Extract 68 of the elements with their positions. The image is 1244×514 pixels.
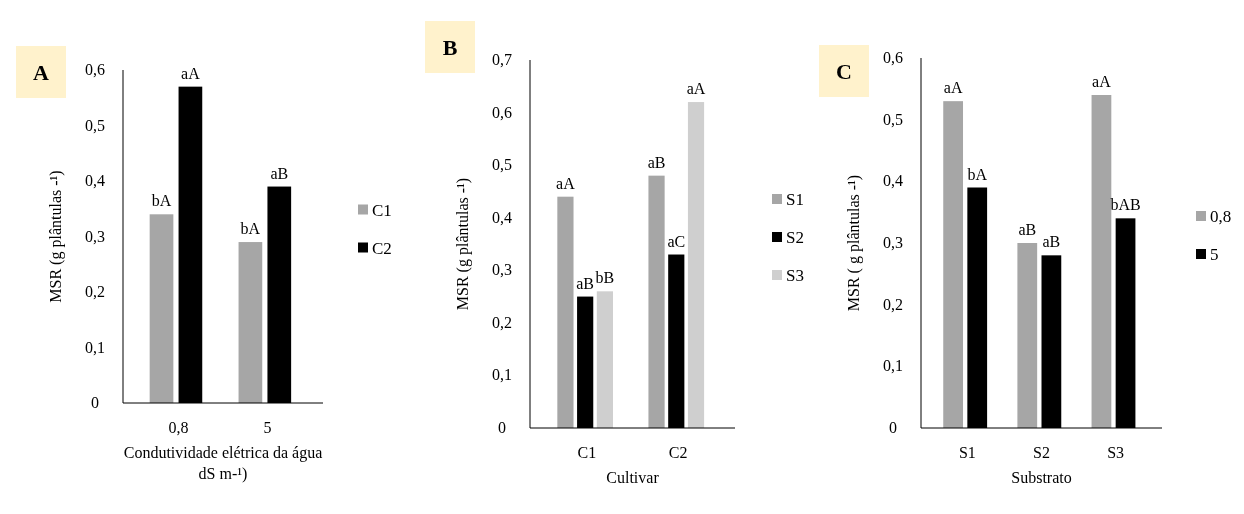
data-label: bB (595, 269, 615, 287)
y-tick-label: 0,3 (883, 234, 903, 251)
y-tick-label: 0,4 (883, 172, 903, 190)
y-tick-label: 0,2 (85, 283, 105, 300)
legend-label: S2 (786, 228, 804, 247)
y-tick-label: 0,5 (492, 156, 512, 174)
bar (557, 196, 574, 428)
y-tick-label: 0 (498, 419, 506, 436)
data-label: aA (556, 174, 576, 192)
legend-label: S1 (786, 190, 804, 209)
y-tick-label: 0,1 (883, 357, 903, 375)
data-label: bA (967, 165, 988, 183)
x-tick-label: S2 (1033, 444, 1050, 461)
x-tick-label: S3 (1107, 444, 1125, 461)
bar (238, 242, 263, 403)
y-tick-label: 0 (91, 394, 99, 411)
data-label: aB (1042, 233, 1061, 251)
bar (687, 102, 705, 428)
x-axis-title: Substrato (1011, 469, 1072, 486)
bar (1091, 95, 1112, 428)
y-tick-label: 0,6 (883, 49, 903, 66)
data-label: aB (576, 274, 595, 292)
y-tick-label: 0,5 (883, 110, 903, 128)
y-tick-label: 0,3 (85, 227, 105, 245)
y-tick-label: 0,4 (85, 172, 105, 189)
chart-title: C (836, 59, 852, 84)
bar (149, 214, 174, 403)
data-label: aA (686, 80, 706, 98)
bar (1017, 243, 1038, 428)
y-tick-label: 0 (889, 419, 897, 436)
x-tick-label: C1 (577, 444, 597, 461)
x-axis-title: Cultivar (606, 469, 660, 486)
y-tick-label: 0,1 (85, 338, 105, 356)
legend-label: 5 (1210, 245, 1219, 264)
x-tick-label: C2 (668, 444, 688, 461)
legend-label: C2 (372, 238, 392, 258)
y-tick-label: 0,5 (85, 116, 105, 134)
data-label: aA (181, 64, 201, 82)
y-tick-label: 0,2 (883, 295, 903, 313)
y-axis-title: MSR ( g plântulas -¹) (845, 174, 863, 312)
data-label: aB (270, 164, 289, 182)
x-tick-label: S1 (958, 444, 976, 461)
y-tick-label: 0,4 (492, 208, 512, 226)
y-tick-label: 0,6 (492, 103, 512, 121)
data-label: aB (647, 153, 666, 171)
legend-label: 0,8 (1210, 207, 1232, 226)
x-axis-title: Condutividade elétrica da água dS m-¹) (123, 444, 323, 483)
bar (648, 175, 665, 428)
data-label: bAB (1110, 196, 1141, 214)
data-label: bA (240, 220, 261, 238)
y-tick-label: 0,7 (492, 51, 512, 68)
y-axis-title: MSR (g plântulas -¹) (47, 170, 65, 303)
data-label: aA (1092, 73, 1112, 90)
data-label: aB (1018, 221, 1037, 238)
bar (943, 101, 964, 428)
chart-title: A (33, 60, 50, 85)
legend-label: C1 (372, 200, 392, 220)
legend-label: S3 (786, 266, 804, 285)
y-tick-label: 0,3 (492, 261, 512, 279)
chart-title: B (442, 35, 458, 60)
bar (596, 291, 613, 428)
y-axis-title: MSR (g plântulas -¹) (454, 177, 472, 311)
data-label: bA (151, 192, 172, 210)
data-label: aC (667, 232, 686, 250)
y-tick-label: 0,2 (492, 313, 512, 331)
y-tick-label: 0,6 (85, 61, 105, 78)
data-label: aA (943, 79, 963, 97)
y-tick-label: 0,1 (492, 366, 512, 384)
